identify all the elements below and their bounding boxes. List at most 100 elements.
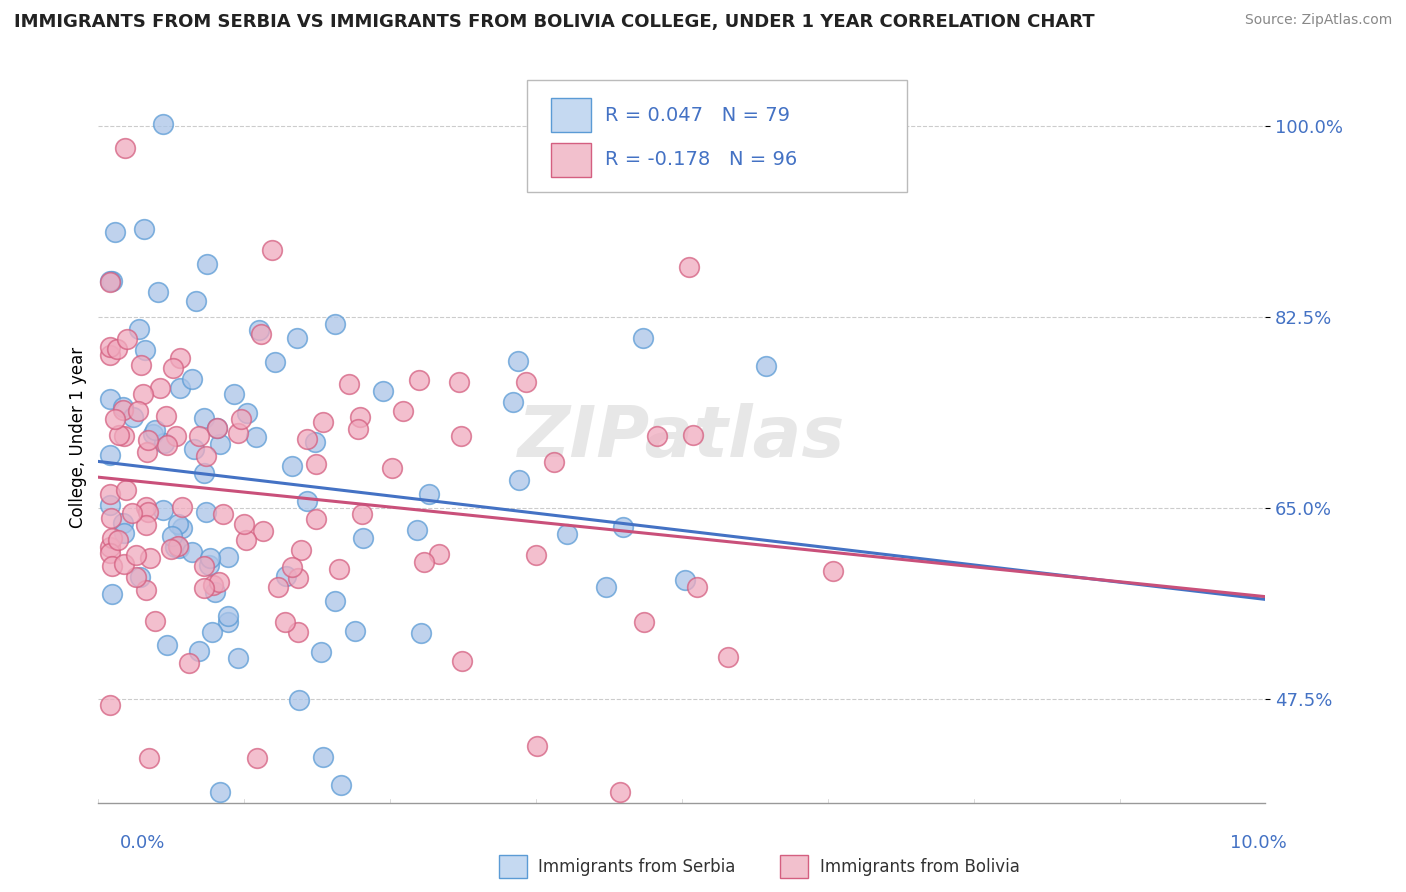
- Point: [515, 375, 537, 389]
- Point: [281, 458, 304, 473]
- Point: [195, 257, 218, 271]
- Point: [136, 434, 159, 448]
- Point: [349, 409, 371, 424]
- Point: [212, 507, 235, 521]
- Point: [160, 529, 183, 543]
- Point: [352, 531, 374, 545]
- Point: [686, 580, 709, 594]
- Point: [142, 426, 165, 441]
- Point: [134, 222, 156, 236]
- Point: [201, 578, 224, 592]
- Point: [167, 517, 190, 532]
- Point: [169, 541, 191, 556]
- Point: [172, 521, 194, 535]
- Point: [122, 409, 145, 424]
- Point: [508, 473, 530, 487]
- Point: [112, 525, 135, 540]
- Point: [121, 506, 143, 520]
- Point: [821, 564, 844, 578]
- Point: [218, 608, 240, 623]
- Point: [125, 548, 148, 562]
- Point: [163, 540, 186, 554]
- Point: [98, 340, 121, 354]
- Point: [287, 571, 309, 585]
- Point: [112, 429, 135, 443]
- Point: [263, 354, 285, 368]
- Point: [274, 615, 297, 629]
- Point: [312, 749, 335, 764]
- Point: [502, 395, 524, 409]
- Point: [98, 546, 121, 560]
- Point: [200, 550, 222, 565]
- Point: [194, 449, 217, 463]
- Point: [526, 739, 548, 753]
- Point: [311, 416, 333, 430]
- Point: [287, 330, 309, 344]
- Point: [678, 260, 700, 275]
- Point: [295, 494, 318, 508]
- Point: [673, 573, 696, 587]
- Point: [205, 421, 228, 435]
- Point: [274, 569, 297, 583]
- Point: [290, 543, 312, 558]
- Point: [115, 332, 138, 346]
- Point: [226, 426, 249, 441]
- Point: [281, 559, 304, 574]
- Text: Immigrants from Serbia: Immigrants from Serbia: [538, 858, 735, 876]
- Point: [179, 656, 201, 670]
- Point: [135, 518, 157, 533]
- Text: R = -0.178   N = 96: R = -0.178 N = 96: [605, 150, 797, 169]
- Point: [328, 562, 350, 576]
- Point: [188, 644, 211, 658]
- Point: [555, 527, 578, 541]
- Point: [205, 420, 228, 434]
- Point: [183, 442, 205, 457]
- Point: [235, 533, 257, 547]
- Point: [193, 559, 215, 574]
- Point: [114, 141, 136, 155]
- Point: [325, 317, 347, 331]
- Point: [104, 225, 127, 239]
- Point: [193, 582, 215, 596]
- Point: [104, 411, 127, 425]
- Point: [346, 422, 368, 436]
- Text: 10.0%: 10.0%: [1230, 834, 1286, 852]
- Point: [170, 500, 193, 515]
- Point: [245, 430, 267, 444]
- Point: [222, 387, 245, 401]
- Point: [180, 372, 202, 386]
- Point: [156, 438, 179, 452]
- Point: [609, 785, 631, 799]
- Text: Source: ZipAtlas.com: Source: ZipAtlas.com: [1244, 13, 1392, 28]
- Point: [330, 778, 353, 792]
- Point: [98, 540, 121, 554]
- Point: [143, 614, 166, 628]
- Point: [249, 326, 271, 341]
- Point: [450, 429, 472, 443]
- Point: [337, 377, 360, 392]
- Point: [288, 693, 311, 707]
- Point: [111, 516, 134, 531]
- Text: Immigrants from Bolivia: Immigrants from Bolivia: [820, 858, 1019, 876]
- Point: [343, 624, 366, 638]
- Point: [305, 457, 328, 471]
- Point: [633, 615, 655, 629]
- Point: [98, 498, 121, 512]
- Point: [413, 555, 436, 569]
- Point: [107, 533, 129, 547]
- Point: [152, 503, 174, 517]
- Point: [682, 428, 704, 442]
- Point: [252, 524, 274, 538]
- Point: [169, 381, 191, 395]
- Point: [229, 411, 252, 425]
- Point: [146, 285, 169, 299]
- Point: [645, 428, 668, 442]
- Point: [287, 624, 309, 639]
- Point: [208, 437, 231, 451]
- Point: [131, 358, 153, 372]
- Point: [128, 322, 150, 336]
- Point: [408, 374, 430, 388]
- Point: [247, 323, 270, 337]
- Point: [162, 361, 184, 376]
- Point: [208, 575, 231, 590]
